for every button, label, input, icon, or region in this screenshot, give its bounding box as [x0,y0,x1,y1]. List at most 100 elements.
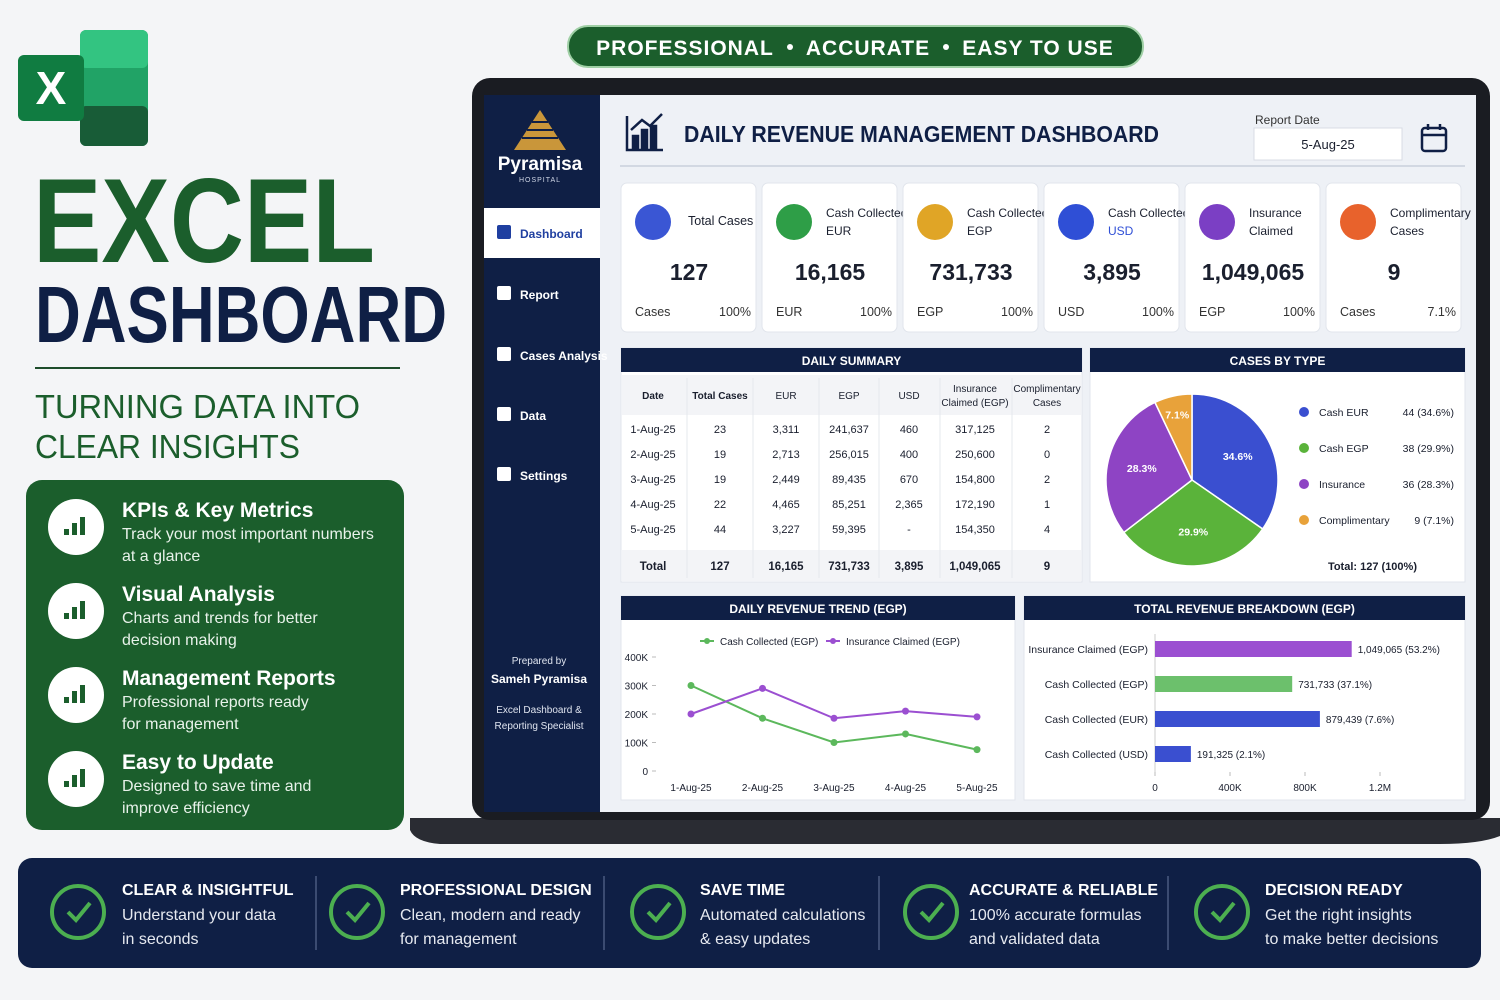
kpi-label: EGP [967,224,992,238]
banner-word: PROFESSIONAL [596,37,774,60]
kpi-unit: EGP [917,305,943,319]
footer-icon-mark [345,901,371,923]
footer-title: DECISION READY [1265,882,1403,899]
table-cell: 241,637 [829,424,869,436]
panel [620,595,1016,801]
tagline: TURNING DATA INTO [35,388,360,425]
x-tick-label: 1-Aug-25 [670,783,712,794]
table-cell: 1-Aug-25 [630,424,675,436]
kpi-icon [1199,204,1235,240]
table-column: EGP [838,391,859,402]
nav-item[interactable]: Dashboard [520,227,583,241]
table-cell: 22 [714,499,726,511]
table-cell: 2,449 [772,474,800,486]
author-role: Excel Dashboard & [496,705,582,716]
feature-text: decision making [122,632,237,649]
nav-icon [497,286,511,300]
kpi-unit: EGP [1199,305,1225,319]
x-tick-label: 800K [1293,783,1317,794]
kpi-icon [635,204,671,240]
table-column: Complimentary [1013,384,1080,395]
kpi-label: Complimentary [1390,206,1471,220]
table-total: Total [640,561,667,573]
feature-text: Charts and trends for better [122,610,318,627]
footer-text: Automated calculations [700,907,865,924]
legend-label: Cash Collected (EGP) [720,637,818,648]
table-cell: 4-Aug-25 [630,499,675,511]
kpi-icon [776,204,812,240]
legend-swatch [1299,515,1309,525]
table-cell: 4 [1044,524,1050,536]
nav-icon [497,347,511,361]
nav-item[interactable]: Settings [520,469,568,483]
kpi-label: USD [1108,224,1134,238]
nav-item[interactable]: Cases Analysis [520,349,608,363]
bar-value-label: 879,439 (7.6%) [1326,715,1394,726]
footer-text: to make better decisions [1265,931,1438,948]
panel-header [621,596,1015,620]
footer-icon [50,884,106,940]
footer-text: and validated data [969,931,1100,948]
feature-text: improve efficiency [122,800,250,817]
slice-label: 7.1% [1165,410,1190,422]
header-icon [625,113,663,152]
table-column: Claimed (EGP) [941,398,1008,409]
footer-text: 100% accurate formulas [969,907,1142,924]
table-cell: 317,125 [955,424,995,436]
table-column: Total Cases [692,391,748,402]
table-cell: 400 [900,449,918,461]
kpi-label: EUR [826,224,852,238]
nav-item[interactable]: Data [520,409,546,423]
kpi-unit: Cases [635,305,670,319]
banner-word: ACCURATE [806,37,930,60]
feature-text: Professional reports ready [122,694,309,711]
author-role: Reporting Specialist [495,721,584,732]
footer-icon-mark [66,901,92,923]
panel-title: CASES BY TYPE [1230,354,1326,368]
panel [1023,595,1466,801]
legend-value: 44 (34.6%) [1403,407,1454,419]
kpi-value: 1,049,065 [1202,259,1305,285]
feature-icon-bar [72,691,77,703]
feature-icon-bar [72,775,77,787]
series-point [973,713,981,721]
nav-item[interactable]: Report [520,288,559,302]
series-point [973,746,981,754]
feature-icon-bar [80,517,85,535]
x-tick-label: 4-Aug-25 [885,783,927,794]
footer-text: in seconds [122,931,199,948]
kpi-share: 100% [1283,305,1315,319]
footer-text: for management [400,931,517,948]
bar-category: Insurance Claimed (EGP) [1028,644,1148,656]
footer-text: Clean, modern and ready [400,907,581,924]
kpi-icon [1340,204,1376,240]
banner-dot [943,44,949,50]
table-total: 9 [1044,561,1050,573]
calendar-button[interactable] [1420,124,1448,153]
nav-icon [497,467,511,481]
legend-swatch [1299,407,1309,417]
series-point [830,714,838,722]
kpi-share: 100% [1001,305,1033,319]
y-tick-label: 400K [625,653,649,664]
x-tick-label: 400K [1218,783,1242,794]
table-total: 1,049,065 [949,561,1001,573]
kpi-icon [1058,204,1094,240]
table-total: 16,165 [768,561,804,573]
feature-icon-bar [80,601,85,619]
kpi-share: 100% [719,305,751,319]
feature-icon-bar [80,769,85,787]
legend-label: Cash EGP [1319,443,1369,455]
table-head-bg [622,375,1081,415]
x-tick-label: 1.2M [1369,783,1391,794]
footer-icon-mark [646,901,672,923]
table-cell: 670 [900,474,918,486]
footer-title: PROFESSIONAL DESIGN [400,882,592,899]
laptop-base [410,818,1500,844]
bar-category: Cash Collected (EUR) [1045,714,1148,726]
kpi-share: 7.1% [1428,305,1457,319]
table-cell: 250,600 [955,449,995,461]
table-column: EUR [775,391,796,402]
banner-word: EASY TO USE [962,37,1113,60]
